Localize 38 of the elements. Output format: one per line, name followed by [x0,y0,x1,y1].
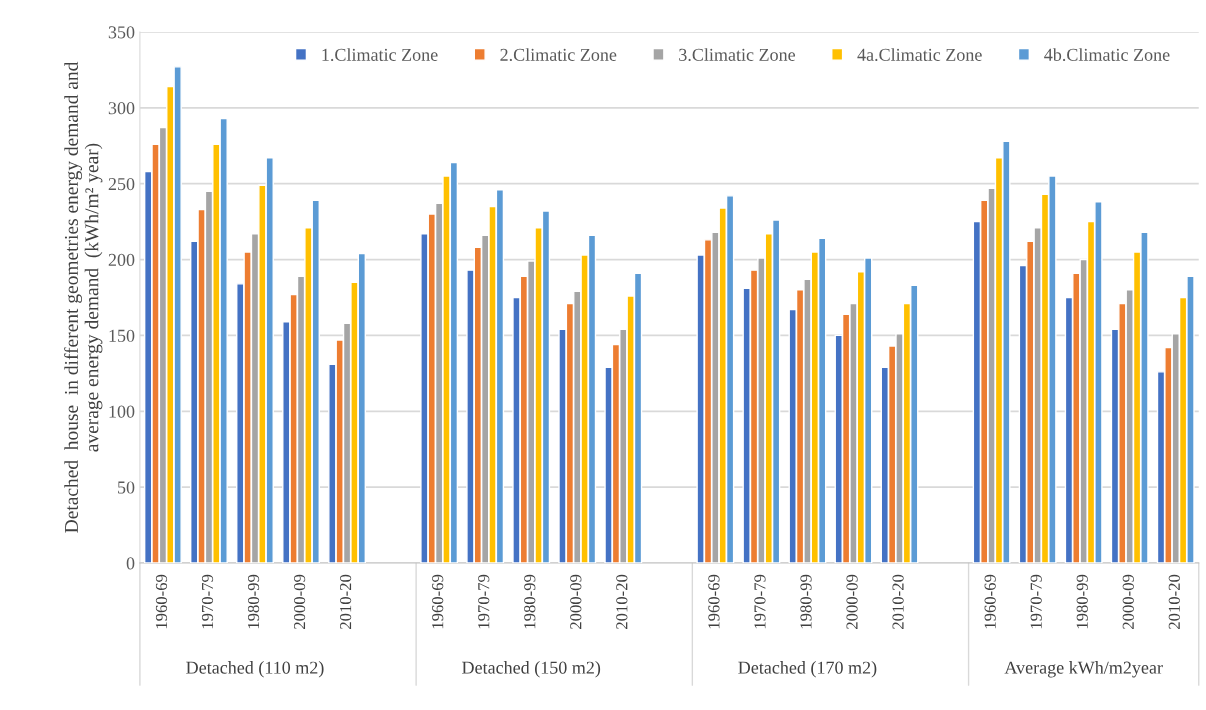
x-tick-label: 1960-69 [432,574,444,629]
x-tick-label: 1970-79 [201,574,214,629]
legend-label: 3.Climatic Zone [679,48,796,61]
legend-label: 4b.Climatic Zone [1044,48,1170,61]
y-tick-label: 350 [108,26,135,39]
x-tick-label: 2000-09 [293,574,306,629]
x-tick-label: 1980-99 [247,574,260,629]
y-tick-label: 250 [108,177,135,191]
x-tick-label: 2000-09 [846,574,858,629]
x-tick-label: 2010-20 [892,574,904,629]
x-tick-label: 1970-79 [1030,574,1042,629]
x-tick-label: 1980-99 [1076,574,1088,629]
text: Detached (110 m2) [186,661,324,678]
x-tick-label: 2000-09 [1122,574,1134,629]
y-tick-label: 200 [108,253,135,266]
y-tick-label: 0 [126,557,135,570]
x-tick-label: 2010-20 [1168,574,1180,629]
x-tick-label: 1970-79 [754,574,766,629]
text: Detached (170 m2) [738,661,877,678]
y-tick-label: 300 [108,102,135,115]
y-tick-label: 50 [118,481,135,494]
x-tick-label: 2000-09 [570,574,582,629]
y-axis-title: Detached house in different geometries energy demand and average energy demand (kWh/m² year) [64,61,103,533]
x-tick-label: 1970-79 [478,574,490,629]
text: Detached (150 m2) [462,661,601,678]
x-tick-label: 2010-20 [616,574,628,629]
x-tick-label: 1980-99 [524,574,536,629]
x-tick-label: 2010-20 [339,574,352,629]
legend-label: 2.Climatic Zone [500,48,617,61]
text: Average kWh/m2year [1004,661,1163,678]
legend-label: 4a.Climatic Zone [857,48,982,61]
x-tick-label: 1980-99 [800,574,812,629]
x-tick-label: 1960-69 [155,574,168,629]
x-tick-label: 1960-69 [708,574,720,629]
y-tick-label: 100 [109,405,135,418]
x-tick-label: 1960-69 [984,574,996,629]
legend-label: 1.Climatic Zone [322,48,438,61]
y-tick-label: 150 [109,329,135,342]
